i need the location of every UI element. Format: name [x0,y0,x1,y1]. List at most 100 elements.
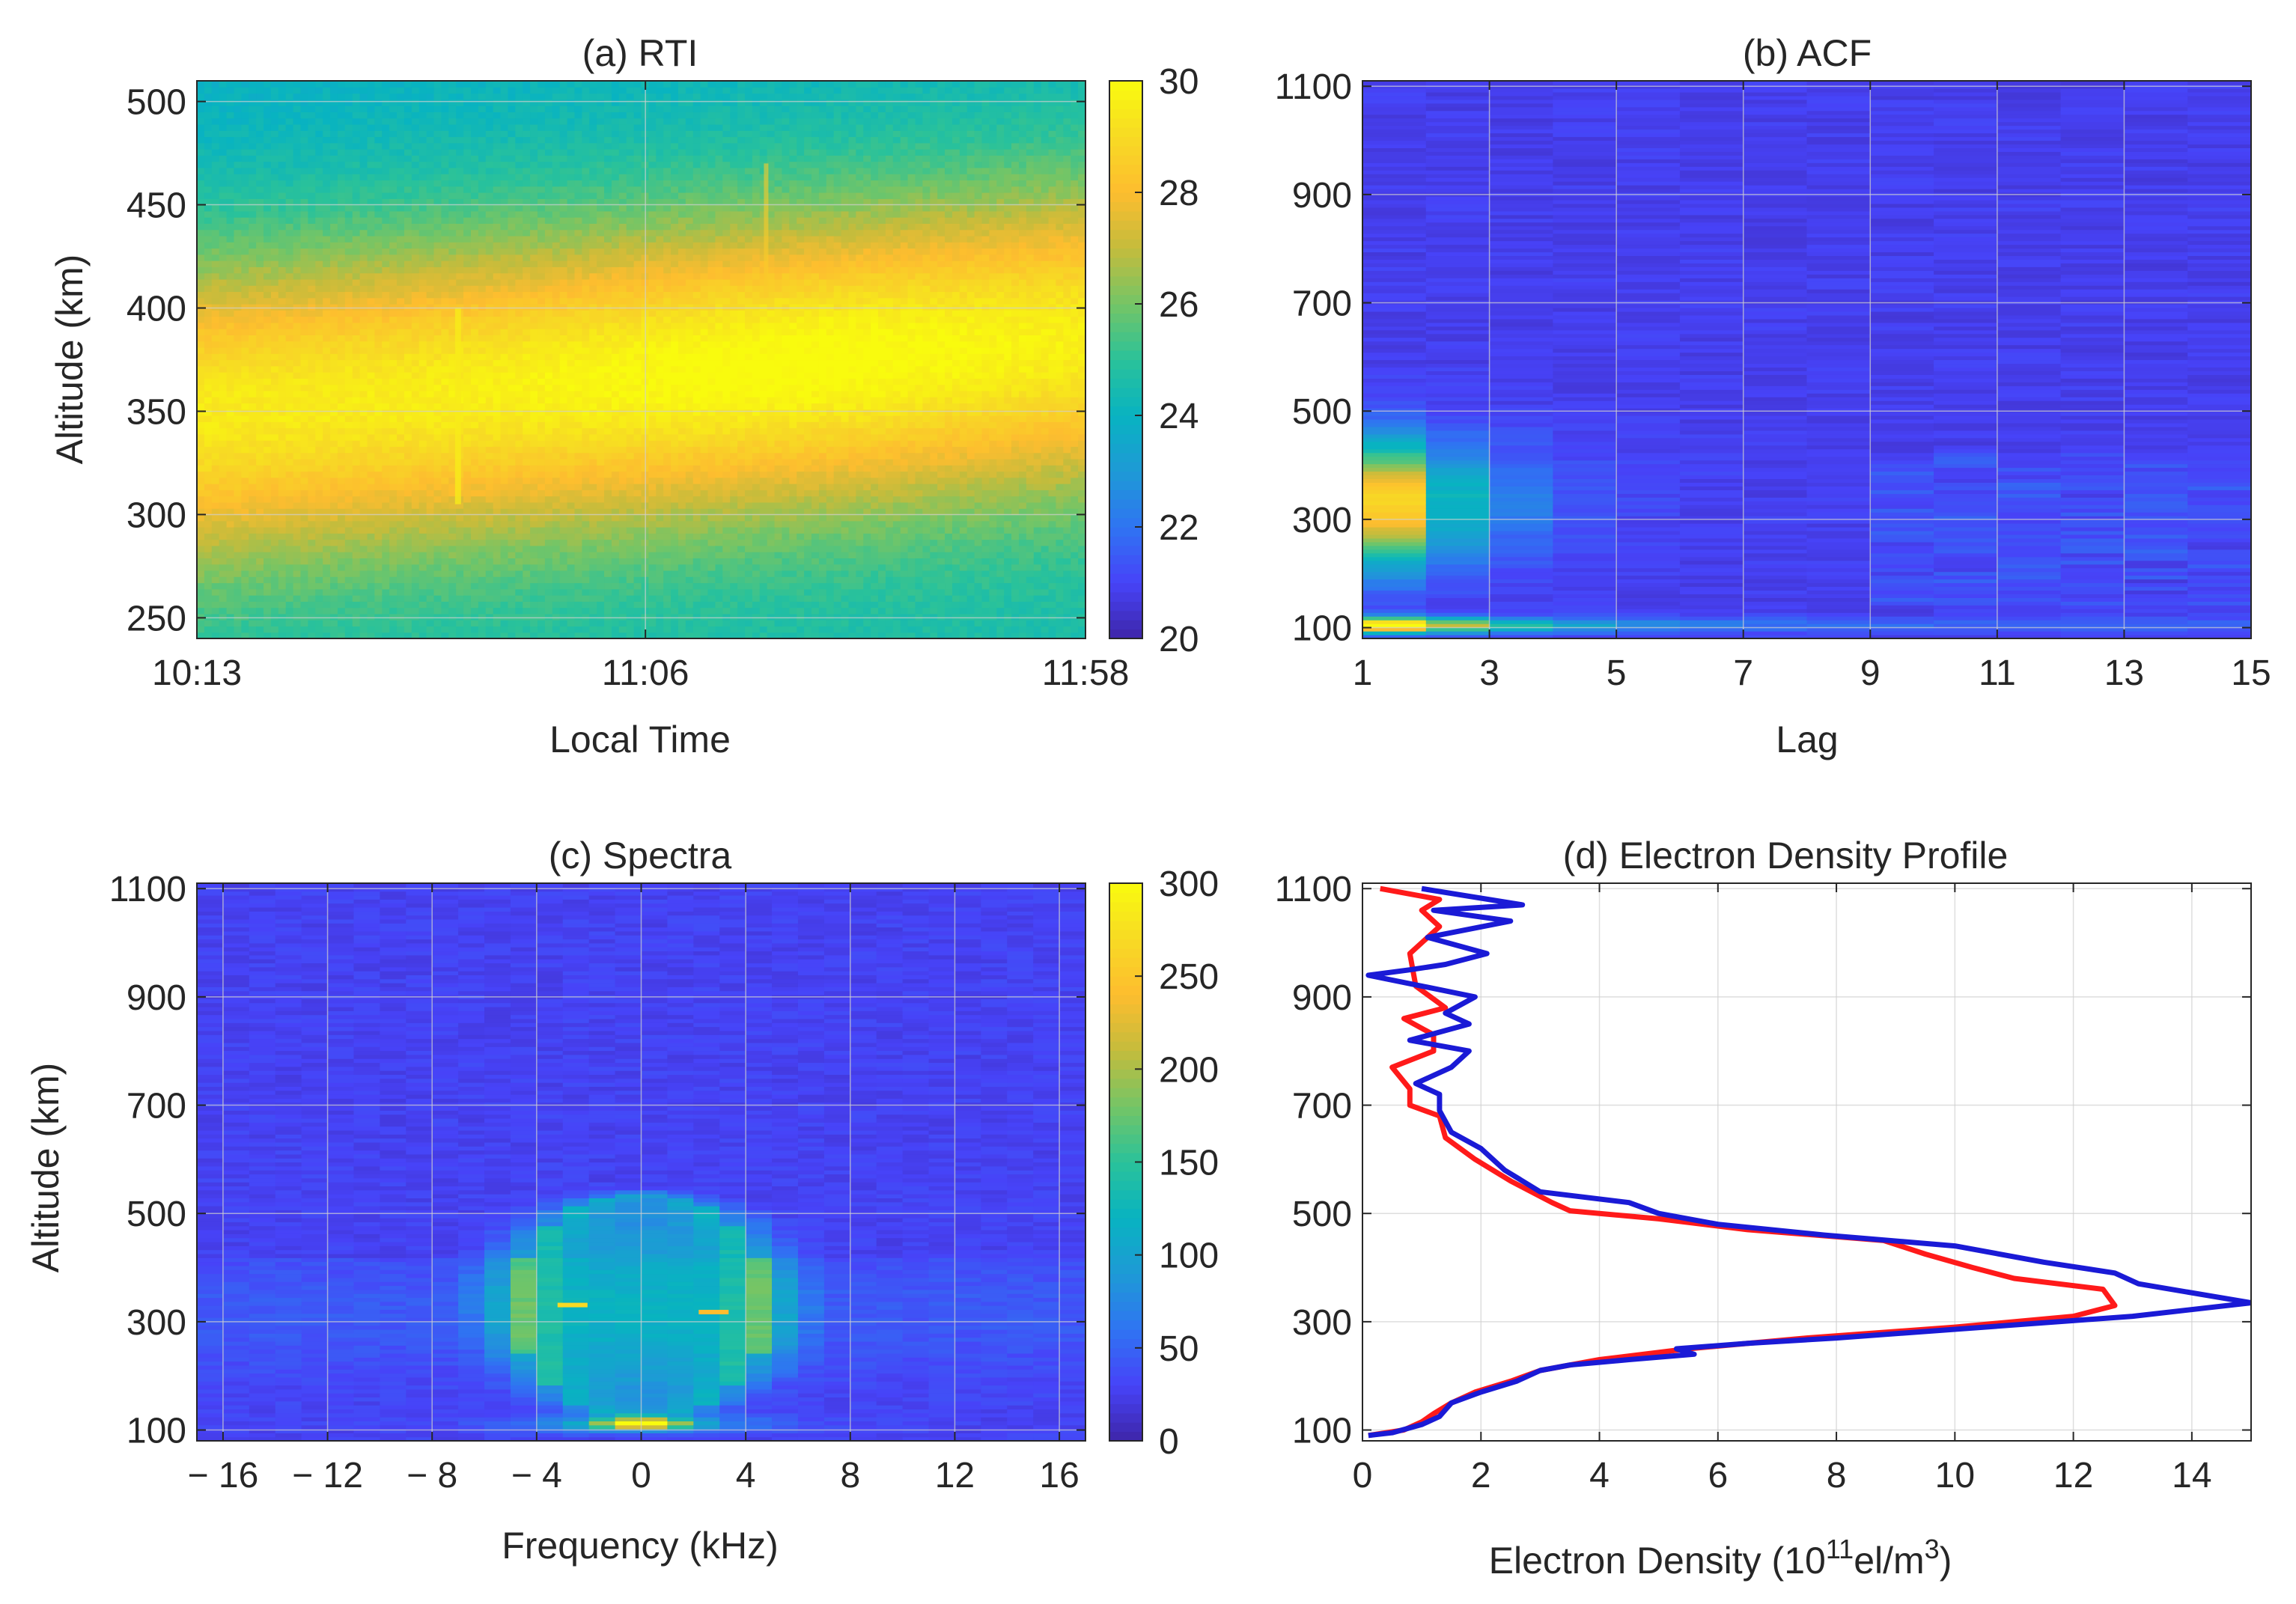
rti-cell [441,595,449,602]
rti-cell [530,347,538,354]
rti-cell [226,353,235,361]
rti-cell [204,167,213,174]
rti-cell [234,397,242,404]
rti-cell [249,570,257,577]
rti-cell [508,353,516,361]
rti-cell [597,607,605,615]
rti-cell [241,527,249,534]
rti-cell [582,248,590,255]
rti-cell [530,582,538,590]
rti-cell [293,508,302,516]
rti-cell [538,180,546,187]
rti-cell [234,217,242,224]
rti-cell [226,322,235,329]
rti-cell [367,495,375,503]
rti-cell [323,347,331,354]
rti-cell [559,180,568,187]
rti-cell [389,310,398,317]
rti-cell [493,322,502,329]
rti-cell [411,235,420,243]
rti-cell [493,112,502,119]
rti-cell [470,514,479,522]
rti-cell [530,570,538,577]
rti-cell [330,329,338,335]
rti-cell [544,409,553,416]
rti-cell [211,304,220,311]
rti-cell [293,539,302,546]
rti-cell [344,415,353,422]
rti-cell [226,365,235,373]
rti-cell [544,545,553,552]
rti-cell [278,378,287,385]
rti-cell [544,347,553,354]
rti-cell [478,613,487,620]
rti-cell [293,403,302,410]
rti-cell [597,229,605,237]
rti-cell [397,471,405,478]
rti-cell [308,421,316,429]
rti-cell [344,217,353,224]
rti-cell [249,533,257,540]
rti-cell [404,421,412,429]
rti-cell [315,495,323,503]
rti-cell [337,620,346,627]
rti-cell [559,329,568,335]
rti-cell [308,446,316,454]
rti-cell [404,347,412,354]
rti-cell [367,180,375,187]
rti-cell [538,403,546,410]
rti-cell [308,322,316,329]
rti-cell [463,452,472,460]
rti-cell [211,81,220,88]
rti-cell [404,155,412,162]
rti-cell [226,607,235,615]
rti-cell [493,539,502,546]
rti-cell [433,477,442,484]
rti-cell [234,390,242,397]
rti-cell [330,495,338,503]
rti-cell [204,149,213,156]
rti-cell [418,539,427,546]
rti-cell [411,533,420,540]
rti-cell [270,545,279,552]
rti-cell [567,570,576,577]
rti-cell [241,570,249,577]
rti-cell [574,409,582,416]
rti-cell [597,440,605,447]
rti-cell [508,501,516,509]
rti-cell [538,508,546,516]
rti-cell [300,242,308,249]
rti-cell [382,335,390,342]
rti-cell [426,155,435,162]
rti-cell [211,316,220,323]
rti-cell [426,508,435,516]
rti-cell [330,365,338,373]
rti-cell [448,329,457,335]
rti-cell [359,384,368,391]
rti-cell [589,378,597,385]
rti-cell [241,427,249,435]
rti-cell [552,495,561,503]
rti-cell [597,409,605,416]
rti-cell [344,595,353,602]
rti-cell [197,632,205,639]
rti-cell [234,316,242,323]
rti-cell [478,180,487,187]
rti-cell [330,359,338,367]
rti-cell [463,322,472,329]
rti-cell [337,248,346,255]
rti-cell [330,174,338,181]
rti-cell [256,558,264,565]
rti-cell [493,198,502,206]
rti-cell [278,242,287,249]
rti-cell [538,471,546,478]
rti-cell [559,372,568,379]
rti-cell [308,452,316,460]
rti-cell [538,427,546,435]
rti-cell [264,167,272,174]
rti-cell [441,501,449,509]
rti-cell [197,582,205,590]
rti-cell [485,260,494,267]
rti-cell [433,588,442,596]
rti-cell [323,446,331,454]
